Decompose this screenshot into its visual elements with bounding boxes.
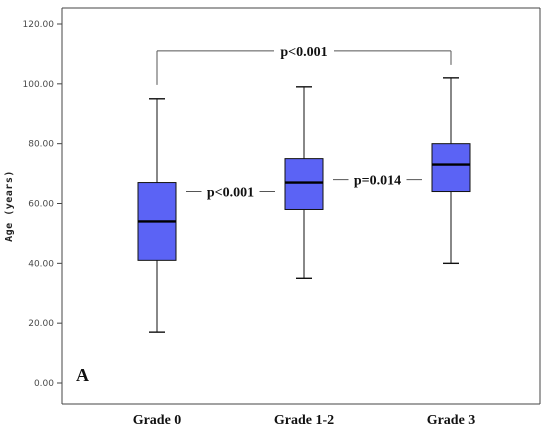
inline-comparison: p=0.014 [333, 170, 422, 189]
bracket-comparison: p<0.001 [156, 45, 452, 85]
p-value-label: p=0.014 [354, 174, 401, 189]
y-tick-label: 60.00 [28, 200, 54, 210]
y-tick-label: 0.00 [34, 379, 54, 389]
plot-frame [61, 7, 541, 405]
box-3 [431, 77, 471, 265]
x-axis-categories: Grade 0 Grade 1-2 Grade 3 [133, 413, 476, 428]
box-2 [284, 86, 324, 279]
y-tick-label: 100.00 [23, 80, 55, 90]
y-tick-label: 120.00 [23, 20, 55, 30]
inline-comparison: p<0.001 [186, 182, 275, 201]
panel-letter: A [76, 365, 89, 385]
label-backdrop [348, 170, 407, 187]
y-axis-ticks: 0.00 20.00 40.00 60.00 80.00 100.00 120.00 [23, 20, 62, 389]
category-label: Grade 0 [133, 413, 182, 428]
category-label: Grade 1-2 [274, 413, 334, 428]
y-tick-label: 20.00 [28, 319, 54, 329]
box-series [137, 77, 471, 333]
y-tick-label: 40.00 [28, 259, 54, 269]
box-1 [137, 98, 177, 333]
p-value-label: p<0.001 [280, 45, 327, 60]
category-label: Grade 3 [427, 413, 476, 428]
iqr-box [284, 158, 324, 210]
p-value-label: p<0.001 [207, 186, 254, 201]
annotations: p<0.001 p<0.001 p=0.014 [156, 45, 452, 201]
iqr-box [431, 143, 471, 193]
label-backdrop [201, 182, 260, 199]
y-axis-title: Age (years) [4, 170, 15, 242]
y-tick-label: 80.00 [28, 140, 54, 150]
